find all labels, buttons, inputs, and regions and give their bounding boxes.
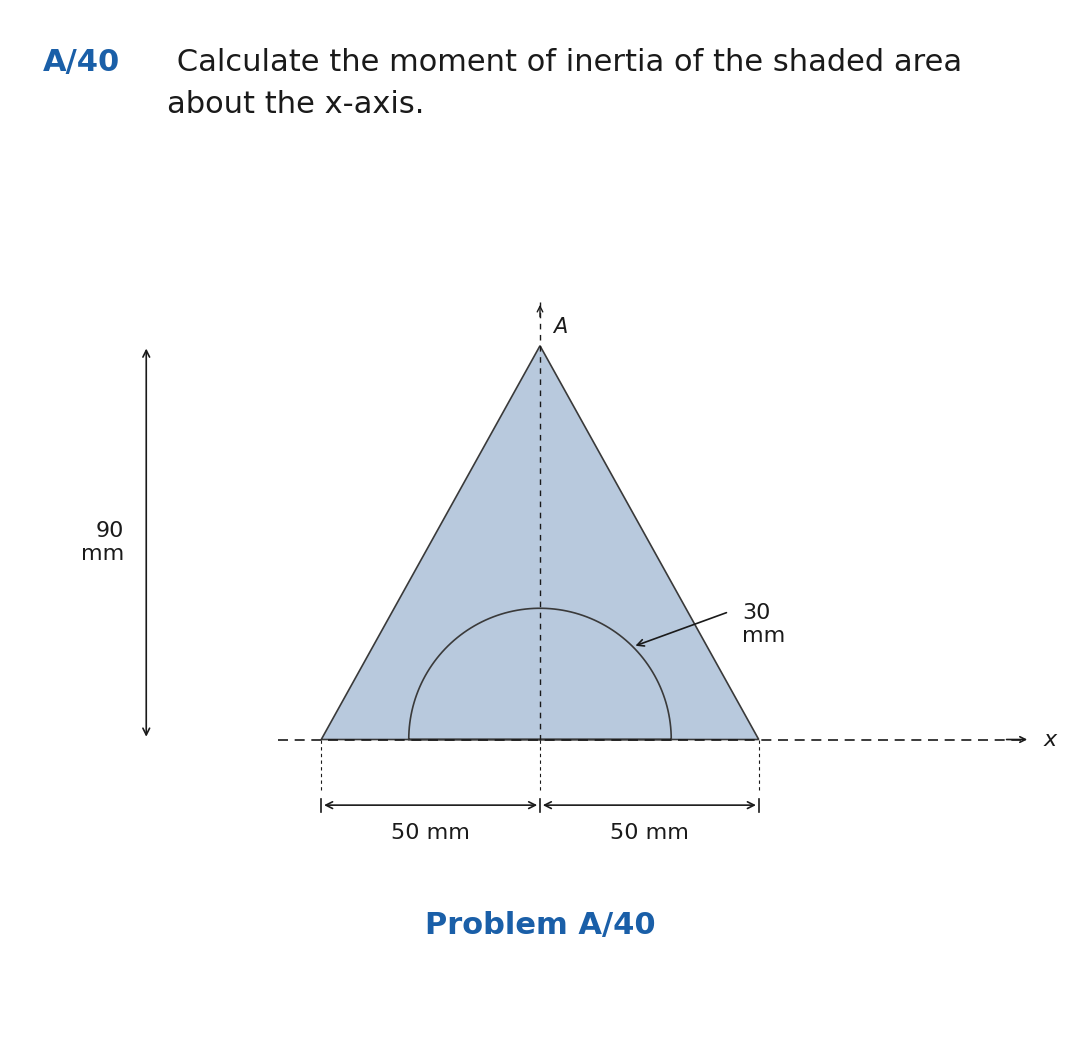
Text: A: A	[553, 317, 567, 337]
Text: Calculate the moment of inertia of the shaded area: Calculate the moment of inertia of the s…	[167, 48, 962, 77]
Text: 50 mm: 50 mm	[610, 822, 689, 843]
Text: 90
mm: 90 mm	[81, 521, 124, 564]
Text: about the x-axis.: about the x-axis.	[167, 90, 424, 119]
PathPatch shape	[321, 346, 759, 739]
Text: 50 mm: 50 mm	[391, 822, 470, 843]
Text: x: x	[1043, 730, 1056, 749]
Text: Problem A/40: Problem A/40	[424, 911, 656, 941]
Text: 30
mm: 30 mm	[742, 603, 785, 647]
Text: A/40: A/40	[43, 48, 121, 77]
